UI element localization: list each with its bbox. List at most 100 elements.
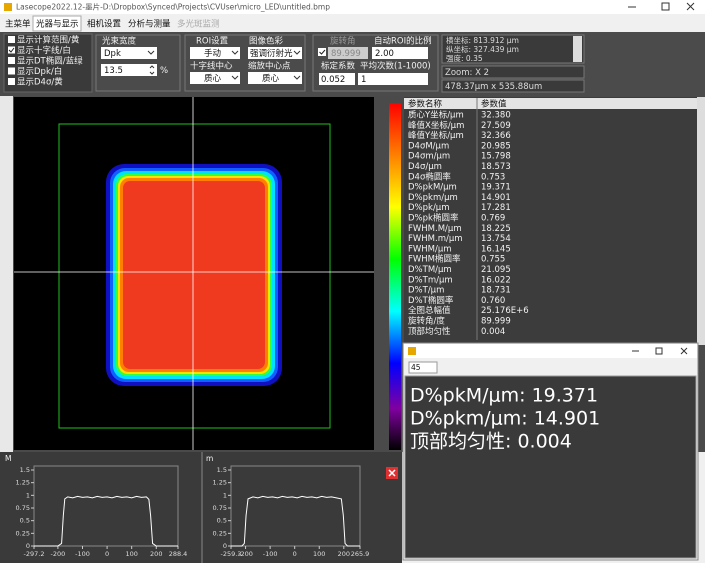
option-label: 显示Dpk/白: [17, 66, 62, 77]
param-value: 32.366: [481, 131, 511, 141]
param-value: 0.753: [481, 172, 505, 182]
param-value: 18.225: [481, 224, 511, 234]
scrollbar[interactable]: [573, 36, 582, 62]
checkbox[interactable]: [8, 36, 15, 43]
input[interactable]: [358, 73, 428, 85]
plot-label: M: [5, 454, 11, 463]
param-name: 峰值X坐标/μm: [408, 120, 464, 131]
header-cell: 参数值: [481, 99, 507, 110]
table-header: [404, 98, 697, 109]
param-name: D%pk/μm: [408, 203, 450, 213]
param-name: FWHM椭圆率: [408, 254, 461, 265]
y-tick-label: 0.25: [16, 529, 30, 537]
scrollbar[interactable]: [697, 97, 705, 345]
checkbox[interactable]: [8, 68, 15, 75]
cursor-info: 纵坐标: 327.439 μm: [446, 44, 519, 54]
popup-title-bar: [404, 344, 697, 358]
param-value: 0.004: [481, 327, 505, 337]
popup-line: D%pkm/μm: 14.901: [410, 408, 600, 430]
param-name: 顶部均匀性: [408, 326, 451, 337]
y-tick-label: 1.25: [16, 479, 30, 487]
y-tick-label: 0.5: [217, 517, 227, 525]
param-name: D%pkM/μm: [408, 183, 457, 193]
popup-line: 顶部均匀性: 0.004: [410, 431, 572, 453]
param-value: 15.798: [481, 152, 511, 162]
param-value: 21.095: [481, 265, 511, 275]
y-tick-label: 1.5: [20, 466, 30, 474]
select-value: 质心: [204, 73, 222, 84]
x-tick-label: 288.4: [169, 550, 188, 558]
param-value: 0.769: [481, 214, 505, 224]
param-value: 18.731: [481, 286, 511, 296]
app-icon: [4, 3, 12, 11]
param-name: 质心Y坐标/μm: [408, 110, 464, 121]
label: 自动ROI的比例: [374, 36, 432, 47]
param-value: 17.281: [481, 203, 511, 213]
param-value: 13.754: [481, 234, 511, 244]
y-tick-label: 1.25: [213, 479, 227, 487]
y-tick-label: 1: [223, 491, 227, 499]
select-value: 质心: [262, 73, 280, 84]
tab-label: 主菜单: [5, 19, 31, 30]
x-tick-label: 0: [105, 550, 109, 558]
window-title: Lasecope2022.12-墨片-D:\Dropbox\Synced\Pro…: [16, 2, 330, 12]
app-icon: [408, 347, 416, 355]
label: 旋转角: [330, 36, 356, 47]
param-name: 全图总幅值: [408, 305, 451, 316]
cursor-info: 强度: 0.35: [446, 53, 483, 63]
option-label: 显示十字线/白: [17, 45, 71, 56]
param-name: D%T/μm: [408, 286, 444, 296]
label: ROI设置: [196, 36, 229, 47]
tab-label: 分析与测量: [128, 19, 171, 30]
y-tick-label: 0.5: [20, 517, 30, 525]
param-value: 18.573: [481, 162, 511, 172]
colorbar: [389, 103, 401, 450]
tab-label: 相机设置: [87, 19, 122, 30]
checkbox[interactable]: [8, 57, 15, 64]
x-tick-label: 265.9: [351, 550, 370, 558]
input-value: 2.00: [375, 49, 394, 59]
popup-line: D%pkM/μm: 19.371: [410, 385, 598, 407]
label: 十字线中心: [190, 61, 233, 72]
image-size: 478.37μm x 535.88um: [445, 82, 542, 92]
param-name: D%pkm/μm: [408, 193, 458, 203]
option-label: 显示DT椭圆/蓝绿: [17, 56, 83, 67]
param-value: 89.999: [481, 317, 511, 327]
param-name: FWHM/μm: [408, 244, 452, 254]
param-value: 16.022: [481, 275, 511, 285]
param-value: 25.176E+6: [481, 306, 529, 316]
x-tick-label: 0: [293, 550, 297, 558]
param-name: D4σ/μm: [408, 162, 442, 172]
x-tick-label: 100: [125, 550, 137, 558]
param-name: 旋转角/度: [408, 316, 445, 327]
input-value: 45: [411, 363, 421, 372]
y-tick-label: 0.25: [213, 529, 227, 537]
param-name: D%T椭圆率: [408, 295, 454, 306]
checkbox[interactable]: [318, 48, 326, 56]
param-value: 27.509: [481, 121, 511, 131]
input-value: 89.999: [331, 49, 361, 59]
y-tick-label: 1: [26, 491, 30, 499]
param-value: 32.380: [481, 111, 511, 121]
param-name: D4σM/μm: [408, 141, 449, 151]
input-value: 0.052: [321, 75, 345, 85]
zoom-text: Zoom: X 2: [445, 68, 489, 78]
option-label: 显示计算范围/黄: [17, 35, 80, 46]
label: 标定系数: [321, 61, 356, 72]
label: 缩放中心点: [248, 61, 291, 72]
option-label: 显示D4σ/黄: [17, 77, 63, 88]
param-name: D%TM/μm: [408, 265, 452, 275]
unit: %: [160, 66, 168, 76]
tab-label: 多光斑监测: [177, 19, 220, 30]
input-value: 13.5: [104, 66, 123, 76]
param-name: D4σ椭圆率: [408, 171, 451, 182]
y-tick-label: 0: [223, 542, 227, 550]
param-name: 峰值Y坐标/μm: [408, 130, 464, 141]
input-value: 1: [361, 75, 366, 85]
beam-spot: [106, 164, 282, 386]
param-value: 20.985: [481, 141, 511, 151]
x-tick-label: -200: [238, 550, 253, 558]
checkbox[interactable]: [8, 78, 15, 85]
y-tick-label: 1.5: [217, 466, 227, 474]
